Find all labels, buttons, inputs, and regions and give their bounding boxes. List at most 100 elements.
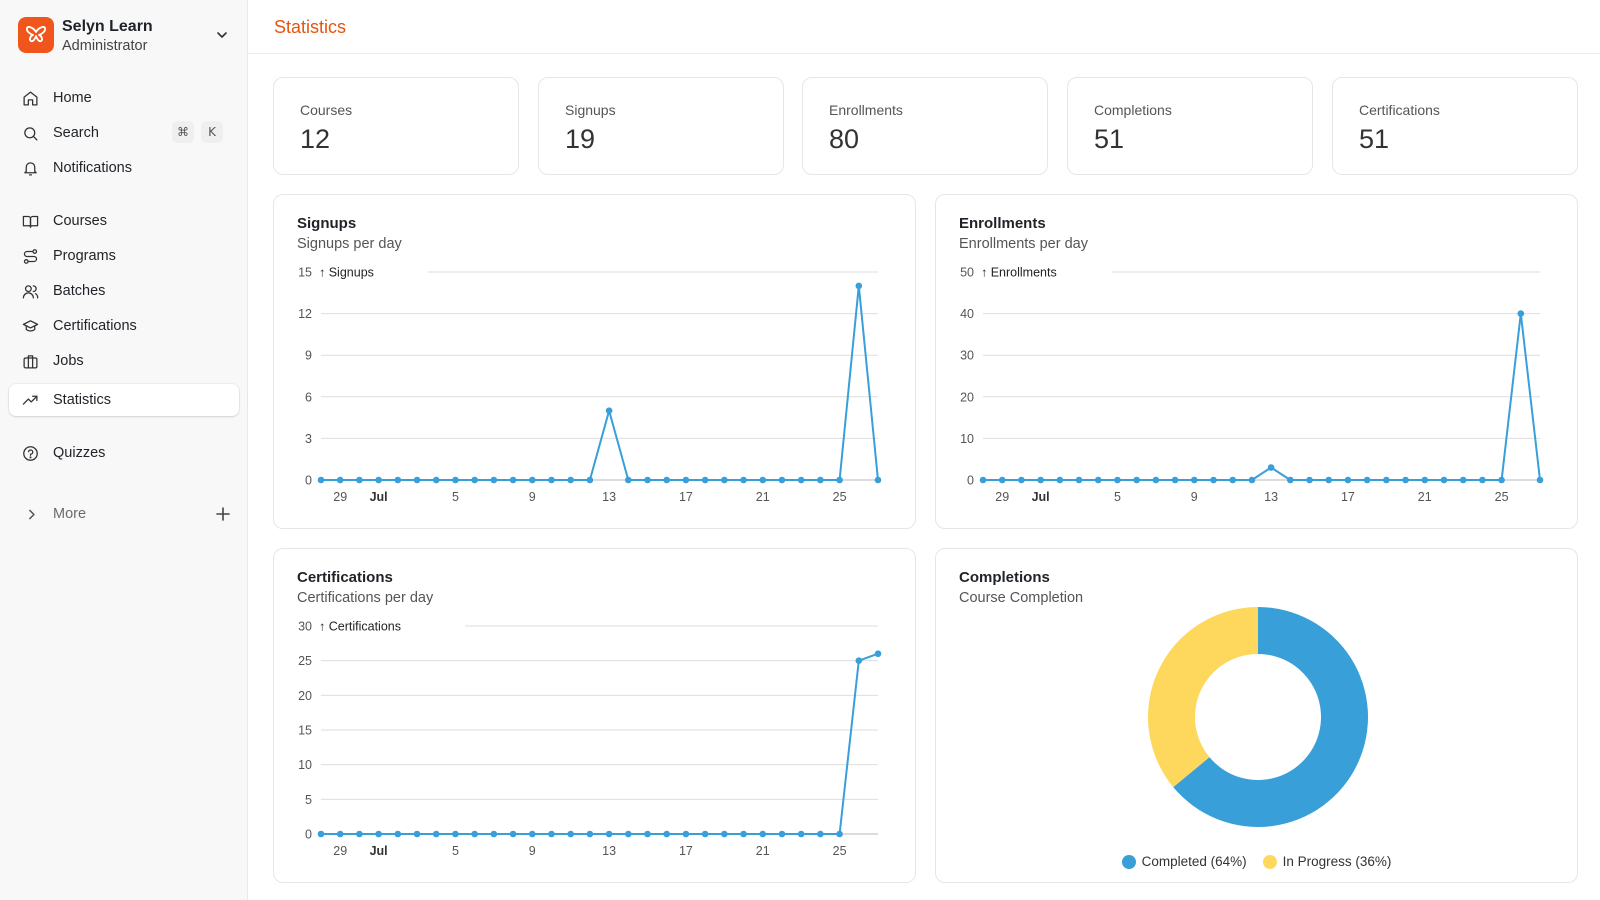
sidebar-item-label: Home [53,90,92,106]
stat-label: Courses [300,102,353,118]
data-point [1210,476,1217,484]
data-point [874,650,882,658]
x-tick-label: 25 [833,844,847,858]
x-tick-label: Jul [370,490,388,504]
x-tick-label: 9 [529,844,536,858]
chevron-right-icon [29,509,35,520]
chart-subtitle: Certifications per day [297,590,434,606]
data-point [375,476,382,484]
data-point [817,476,824,484]
workspace-switcher[interactable]: Selyn Learn Administrator [18,17,238,57]
data-point [721,476,728,484]
y-tick-label: 15 [298,724,312,738]
chart-subtitle: Course Completion [959,590,1084,606]
data-point [778,476,786,484]
sidebar-item-notifications[interactable]: Notifications [9,152,239,184]
data-point [817,830,824,838]
data-point [1440,476,1448,484]
chart-title: Signups [297,215,357,232]
signups-line-chart: 0 3 6 9 12 15 ↑ Signups 29 Jul 5 9 13 17 21 25 [298,266,882,504]
data-point [701,830,709,838]
page-title: Statistics [274,17,347,37]
data-point [1229,476,1236,484]
sidebar-item-quizzes[interactable]: Quizzes [9,437,239,469]
sidebar-item-label: Jobs [53,353,84,369]
y-tick-label: 20 [960,390,974,404]
data-point [998,476,1006,484]
data-point [836,476,843,484]
sidebar-item-courses[interactable]: Courses [9,205,239,237]
series-line [321,284,879,481]
sidebar-item-certifications[interactable]: Certifications [9,310,239,342]
legend-item-completed: Completed (64%) [1121,854,1247,869]
data-point [490,476,498,484]
stat-label: Certifications [1359,102,1440,118]
stat-card-courses: Courses 12 [273,77,519,175]
data-point [528,830,536,838]
data-point [1152,476,1160,484]
y-tick-label: 10 [298,758,312,772]
data-point [1037,476,1044,484]
data-point [759,830,767,838]
data-point [336,830,344,838]
y-tick-label: 12 [298,307,312,321]
search-icon [24,127,38,141]
legend-item-in-progress: In Progress (36%) [1262,854,1391,869]
data-point [490,830,498,838]
home-icon [23,91,38,106]
data-point [586,476,594,484]
x-tick-label: 5 [452,490,459,504]
shortcut-key-command: ⌘ [172,121,194,143]
data-point [432,476,440,484]
stat-value: 51 [1094,124,1125,154]
data-point [701,476,709,484]
data-point [644,476,651,484]
y-tick-label: 0 [305,828,312,842]
sidebar-item-home[interactable]: Home [9,82,239,114]
page-header: Statistics [248,0,1600,54]
y-tick-label: 5 [305,793,312,807]
sidebar-item-search[interactable]: Search ⌘ K [9,117,239,149]
sidebar-item-jobs[interactable]: Jobs [9,345,239,377]
y-tick-label: 6 [305,390,312,404]
data-point [1190,476,1198,484]
graduation-cap-icon [22,320,39,332]
data-point [682,476,690,484]
book-icon [22,215,39,228]
sidebar-item-label: Programs [53,248,116,264]
data-point [336,476,344,484]
x-tick-label: 21 [1418,490,1432,504]
data-point [682,830,690,838]
pie-slice-in-progress [1148,607,1258,788]
data-point [1459,476,1467,484]
data-point [1325,476,1333,484]
brand-logo-icon [18,17,54,53]
y-tick-label: 9 [305,349,312,363]
data-point [663,830,671,838]
certifications-line-chart: 0 5 10 15 20 25 30 ↑ Certifications 29 Jul 5 9 13 17 2… [298,620,882,858]
data-point [721,830,728,838]
data-point [394,476,402,484]
data-point [452,830,459,838]
legend-dot [1121,854,1136,869]
sidebar-item-programs[interactable]: Programs [9,240,239,272]
x-tick-label: 21 [756,490,770,504]
workspace-name: Selyn Learn [62,18,153,35]
data-point [1075,476,1083,484]
x-tick-label: 13 [1264,490,1278,504]
sidebar-item-batches[interactable]: Batches [9,275,239,307]
plus-icon[interactable] [215,506,231,522]
x-tick-label: 13 [602,490,616,504]
data-point [509,830,517,838]
stat-label: Completions [1094,102,1172,118]
chart-title: Completions [959,569,1050,586]
data-point [1479,476,1486,484]
data-point [394,830,402,838]
data-point [759,476,767,484]
x-tick-label: 17 [1341,490,1355,504]
data-point [778,830,786,838]
x-tick-label: 25 [1495,490,1509,504]
sidebar-more-toggle[interactable]: More [9,498,239,530]
sidebar-item-statistics[interactable]: Statistics [9,384,239,416]
chart-legend: Completed (64%) In Progress (36%) [936,854,1577,869]
